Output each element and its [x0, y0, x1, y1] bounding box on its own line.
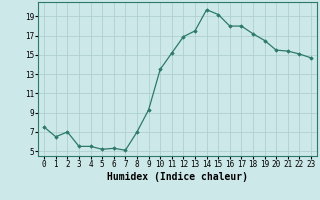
X-axis label: Humidex (Indice chaleur): Humidex (Indice chaleur)	[107, 172, 248, 182]
